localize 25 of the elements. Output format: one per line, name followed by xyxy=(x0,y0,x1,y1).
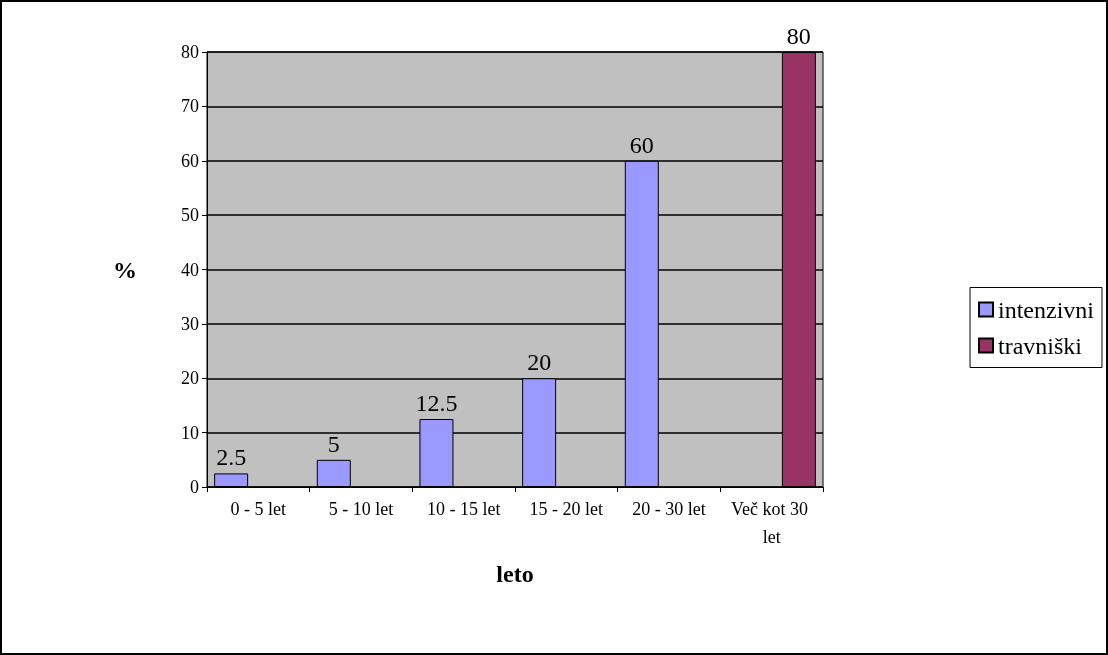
y-tick-label: 40 xyxy=(181,259,199,280)
x-tick-label: 10 - 15 let xyxy=(426,499,501,519)
y-tick-label: 60 xyxy=(181,150,199,171)
data-label: 20 xyxy=(527,349,552,376)
y-tick-label: 10 xyxy=(181,422,199,443)
y-tick-label: 80 xyxy=(181,42,199,62)
y-tick-label: 70 xyxy=(181,96,199,117)
data-label: 12.5 xyxy=(415,390,458,417)
y-tick-label: 30 xyxy=(181,313,199,334)
y-tick-label: 0 xyxy=(190,477,199,497)
data-label: 5 xyxy=(327,430,340,457)
legend-label: intenzivni xyxy=(998,296,1095,323)
y-tick-label: 20 xyxy=(181,368,199,389)
data-label: 2.5 xyxy=(216,444,247,471)
y-tick-label: 50 xyxy=(181,205,199,226)
data-label: 60 xyxy=(629,131,654,158)
y-axis-title: % xyxy=(113,256,137,283)
x-tick-label: Več kot 30 let xyxy=(730,499,813,547)
x-axis-title: leto xyxy=(496,561,534,587)
x-tick-label: 15 - 20 let xyxy=(529,499,604,519)
legend-label: travniški xyxy=(998,332,1083,359)
x-tick-label: 20 - 30 let xyxy=(632,499,706,519)
data-label: 80 xyxy=(786,23,811,49)
x-tick-label: 0 - 5 let xyxy=(230,499,287,519)
x-tick-label: 5 - 10 let xyxy=(328,499,394,519)
